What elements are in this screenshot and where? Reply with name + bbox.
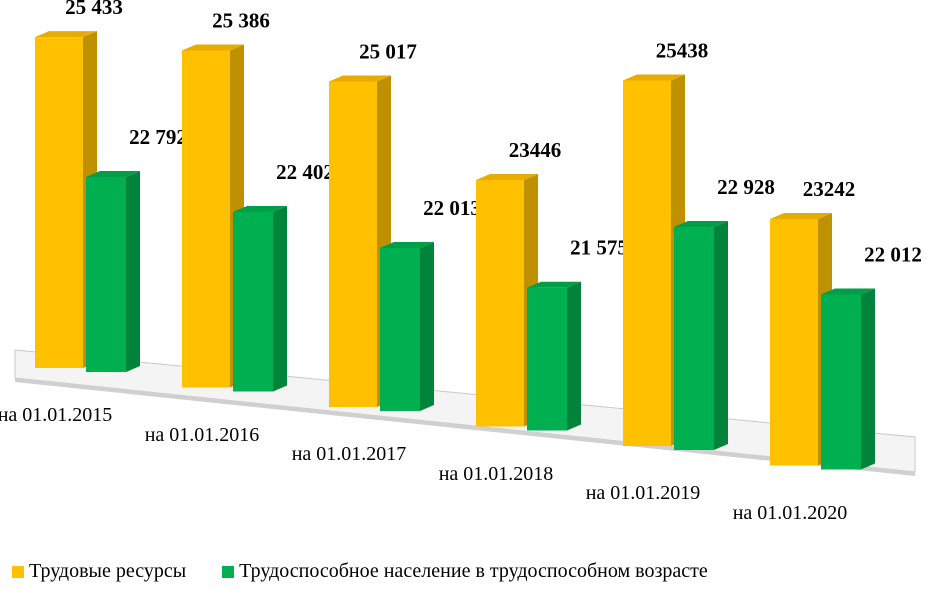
bar-front: [329, 81, 377, 408]
bar-front: [476, 180, 524, 427]
bar-front: [623, 80, 671, 447]
bar: [86, 170, 140, 372]
bar-front: [86, 176, 126, 372]
legend-swatch: [12, 565, 24, 578]
x-tick-label: на 01.01.2020: [732, 501, 848, 524]
bar-top: [35, 31, 97, 38]
bar: [527, 281, 581, 431]
value-label: 22 928: [717, 175, 775, 199]
x-tick-label: на 01.01.2018: [438, 462, 554, 485]
bar-front: [674, 226, 714, 450]
bar-top: [380, 241, 434, 248]
bar-side: [273, 205, 287, 392]
bar-side: [714, 220, 728, 450]
x-tick-label: на 01.01.2017: [291, 443, 407, 465]
bar-top: [233, 205, 287, 212]
value-label: 25 433: [65, 0, 123, 19]
bar: [821, 288, 875, 470]
bar-side: [567, 281, 581, 431]
bar-front: [35, 37, 83, 368]
bar-top: [527, 281, 581, 288]
x-tick-label: на 01.01.2019: [585, 482, 701, 504]
bar-top: [329, 75, 391, 82]
bar-front: [182, 50, 230, 388]
bar-side: [126, 170, 140, 372]
value-label: 23242: [803, 177, 856, 201]
value-label: 22 012: [864, 242, 922, 266]
legend-swatch: [222, 565, 235, 578]
value-label: 23446: [509, 138, 562, 162]
bar-front: [233, 211, 273, 392]
bar-front: [821, 294, 861, 470]
floor-edge: [15, 378, 915, 476]
legend-label: Трудовые ресурсы: [29, 560, 187, 582]
bar-side: [861, 288, 875, 470]
bar-front: [770, 218, 818, 466]
bar-top: [476, 174, 538, 181]
bar-front: [380, 247, 420, 411]
bar-top: [623, 74, 685, 81]
legend-label: Трудоспособное население в трудоспособно…: [239, 560, 708, 582]
bar: [674, 220, 728, 450]
bar-top: [182, 44, 244, 51]
value-label: 21 575: [570, 236, 628, 260]
bar-top: [770, 212, 832, 219]
legend-item: Трудовые ресурсы: [12, 560, 186, 583]
bar-top: [86, 170, 140, 177]
bar: [380, 241, 434, 411]
bar-side: [420, 241, 434, 411]
legend: Трудовые ресурсы Трудоспособное население…: [12, 560, 744, 583]
x-tick-label: на 01.01.2016: [144, 423, 260, 446]
bar-front: [527, 287, 567, 431]
value-label: 22 792: [129, 125, 187, 149]
bar-top: [821, 288, 875, 295]
value-label: 22 013: [423, 196, 481, 220]
bar-top: [674, 220, 728, 227]
value-label: 25 017: [359, 39, 417, 63]
value-label: 22 402: [276, 160, 334, 184]
bar: [233, 205, 287, 392]
legend-item: Трудоспособное население в трудоспособно…: [222, 560, 708, 583]
value-label: 25 386: [212, 8, 270, 32]
x-tick-label: на 01.01.2015: [0, 404, 113, 426]
value-label: 25438: [656, 38, 709, 62]
